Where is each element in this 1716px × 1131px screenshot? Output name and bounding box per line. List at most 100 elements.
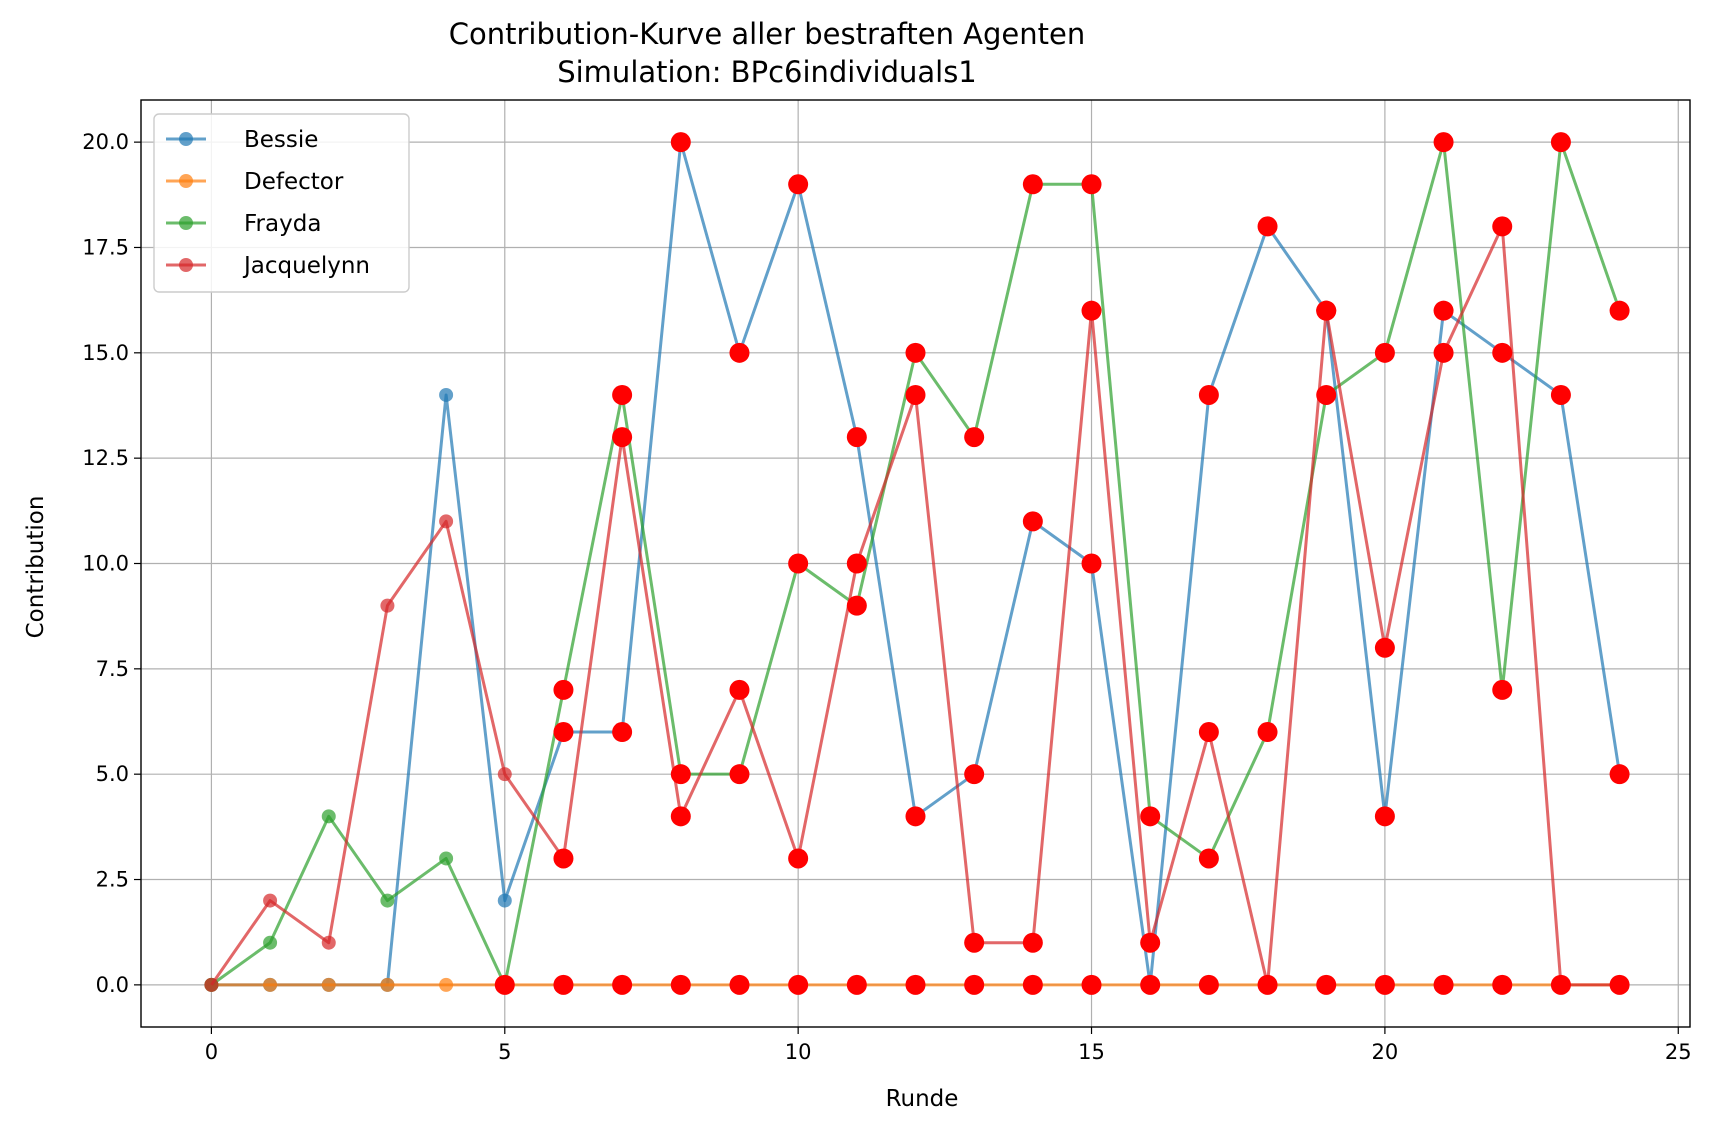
data-point-defector (380, 977, 395, 992)
punishment-marker (964, 764, 985, 785)
y-tick-label: 12.5 (82, 446, 129, 470)
chart-subtitle: Simulation: BPc6individuals1 (557, 55, 977, 89)
x-tick-label: 5 (498, 1040, 511, 1064)
punishment-marker (1374, 637, 1395, 658)
x-tick-label: 20 (1372, 1040, 1399, 1064)
punishment-marker (1550, 384, 1571, 405)
punishment-marker (1198, 848, 1219, 869)
y-tick-label: 10.0 (82, 552, 129, 576)
punishment-marker (788, 553, 809, 574)
y-tick-label: 20.0 (82, 130, 129, 154)
punishment-marker (1433, 342, 1454, 363)
data-point-jacquelynn (439, 514, 454, 529)
punishment-marker (1257, 216, 1278, 237)
punishment-marker (729, 679, 750, 700)
legend-swatch-marker (179, 132, 193, 146)
punishment-marker (1492, 216, 1513, 237)
punishment-marker (1609, 974, 1630, 995)
punishment-marker (670, 806, 691, 827)
punishment-marker (553, 679, 574, 700)
punishment-marker (1140, 974, 1161, 995)
punishment-marker (964, 974, 985, 995)
punishment-marker (1492, 974, 1513, 995)
punishment-marker (612, 427, 633, 448)
legend-swatch-marker (179, 258, 193, 272)
legend-swatch-marker (179, 216, 193, 230)
punishment-marker (905, 974, 926, 995)
punishment-marker (1257, 974, 1278, 995)
data-point-frayda (439, 851, 454, 866)
punishment-marker (612, 384, 633, 405)
data-point-defector (263, 977, 278, 992)
data-point-frayda (321, 809, 336, 824)
y-tick-label: 5.0 (96, 762, 129, 786)
x-tick-label: 25 (1665, 1040, 1692, 1064)
punishment-marker (553, 974, 574, 995)
punishment-marker (1081, 553, 1102, 574)
punishment-marker (964, 427, 985, 448)
punishment-marker (846, 974, 867, 995)
data-point-frayda (380, 893, 395, 908)
punishment-marker (1140, 806, 1161, 827)
y-axis-label: Contribution (23, 496, 49, 639)
punishment-marker (1374, 806, 1395, 827)
punishment-marker (1198, 384, 1219, 405)
punishment-marker (905, 384, 926, 405)
legend-swatch-marker (179, 174, 193, 188)
punishment-marker (1492, 342, 1513, 363)
y-tick-label: 17.5 (82, 235, 129, 259)
data-point-defector (321, 977, 336, 992)
data-point-jacquelynn (204, 977, 219, 992)
data-point-jacquelynn (497, 767, 512, 782)
legend-label-frayda: Frayda (244, 211, 321, 237)
axis-ticks: 0 5 10 15 20 25 0.0 2.5 5.0 7.5 10.0 12.5 15.0 17.5 20… (82, 130, 1691, 1064)
x-axis-label: Runde (886, 1086, 959, 1112)
punishment-marker (670, 764, 691, 785)
punishment-marker (1316, 300, 1337, 321)
y-tick-label: 7.5 (96, 657, 129, 681)
x-tick-label: 10 (785, 1040, 812, 1064)
punishment-marker (1022, 511, 1043, 532)
punishment-marker (846, 427, 867, 448)
punishment-marker (846, 595, 867, 616)
punishment-marker (494, 974, 515, 995)
punishment-marker (1022, 174, 1043, 195)
punishment-marker (964, 932, 985, 953)
punishment-markers (494, 132, 1630, 995)
legend-label-jacquelynn: Jacquelynn (242, 253, 370, 279)
x-tick-label: 0 (205, 1040, 218, 1064)
punishment-marker (1316, 974, 1337, 995)
punishment-marker (1081, 300, 1102, 321)
punishment-marker (1022, 974, 1043, 995)
punishment-marker (553, 722, 574, 743)
punishment-marker (612, 722, 633, 743)
punishment-marker (1198, 974, 1219, 995)
punishment-marker (1022, 932, 1043, 953)
punishment-marker (846, 553, 867, 574)
chart-title: Contribution-Kurve aller bestraften Agen… (449, 17, 1086, 51)
punishment-marker (1433, 132, 1454, 153)
punishment-marker (1550, 974, 1571, 995)
y-tick-label: 2.5 (96, 868, 129, 892)
punishment-marker (1081, 174, 1102, 195)
punishment-marker (788, 848, 809, 869)
punishment-marker (1316, 384, 1337, 405)
data-point-jacquelynn (263, 893, 278, 908)
y-tick-label: 15.0 (82, 341, 129, 365)
punishment-marker (1140, 932, 1161, 953)
punishment-marker (788, 974, 809, 995)
x-tick-label: 15 (1078, 1040, 1105, 1064)
punishment-marker (670, 974, 691, 995)
punishment-marker (905, 806, 926, 827)
legend-label-bessie: Bessie (244, 127, 318, 153)
punishment-marker (729, 974, 750, 995)
punishment-marker (1609, 764, 1630, 785)
punishment-marker (553, 848, 574, 869)
punishment-marker (1198, 722, 1219, 743)
data-point-bessie (439, 387, 454, 402)
data-point-defector (439, 977, 454, 992)
punishment-marker (670, 132, 691, 153)
punishment-marker (729, 764, 750, 785)
